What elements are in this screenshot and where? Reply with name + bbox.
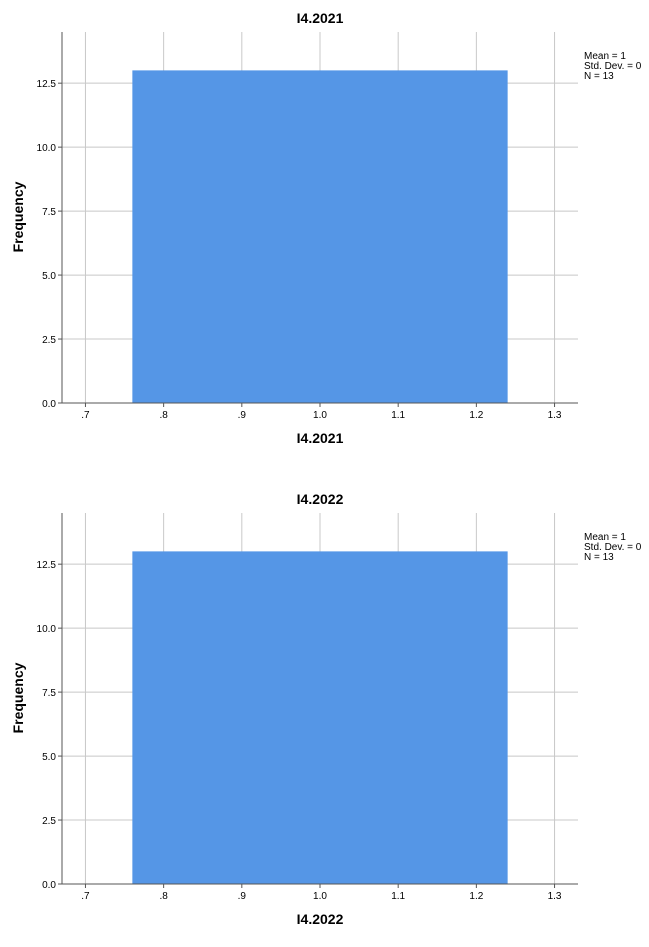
stats-n: N = 13 [584,552,614,563]
histogram-bar [132,70,508,404]
x-tick-label: 1.3 [548,891,562,902]
chart-title: I4.2022 [296,491,344,507]
x-tick-label: .9 [238,410,247,421]
y-tick-label: 12.5 [37,560,57,571]
x-tick-label: .9 [238,891,247,902]
x-tick-label: 1.0 [313,891,327,902]
y-tick-label: 0.0 [42,880,56,891]
y-tick-label: 7.5 [42,688,56,699]
histogram-chart-i4-2022: I4.2022 Frequency I4.2022 0.0 2.5 5.0 7.5 10… [0,481,649,947]
x-tick-label: .7 [81,410,90,421]
stats-std-dev: Std. Dev. = 0 [584,61,642,72]
stats-legend: Mean = 1 Std. Dev. = 0 N = 13 [584,52,641,82]
x-tick-label: 1.0 [313,410,327,421]
histogram-chart-i4-2021: I4.2021 Frequency I4.2021 0.0 2.5 5.0 7.5 10… [0,0,649,466]
stats-mean: Mean = 1 [584,51,626,62]
x-tick-label: .8 [159,410,168,421]
stats-mean: Mean = 1 [584,532,626,543]
plot-area: 0.0 2.5 5.0 7.5 10.0 12.5 .7 .8 .9 1.0 1.1 1.2 1.3 [37,513,578,902]
chart-title: I4.2021 [296,10,344,26]
x-axis-label: I4.2022 [296,911,344,927]
x-tick-label: 1.3 [548,410,562,421]
x-axis-label: I4.2021 [296,430,344,446]
stats-n: N = 13 [584,71,614,82]
y-tick-label: 10.0 [37,624,57,635]
y-tick-label: 12.5 [37,79,57,90]
histogram-bar [132,551,508,884]
stats-legend: Mean = 1 Std. Dev. = 0 N = 13 [584,533,641,563]
y-tick-label: 2.5 [42,335,56,346]
x-tick-label: 1.1 [391,891,405,902]
y-tick-label: 7.5 [42,207,56,218]
stats-std-dev: Std. Dev. = 0 [584,542,642,553]
plot-area: 0.0 2.5 5.0 7.5 10.0 12.5 .7 .8 .9 1.0 1.1 1.2 1.3 [37,32,578,421]
y-tick-label: 0.0 [42,399,56,410]
y-tick-label: 5.0 [42,271,56,282]
x-tick-label: .7 [81,891,90,902]
x-tick-label: 1.1 [391,410,405,421]
x-tick-label: .8 [159,891,168,902]
y-tick-label: 10.0 [37,143,57,154]
y-tick-label: 2.5 [42,816,56,827]
x-tick-label: 1.2 [469,891,483,902]
y-tick-label: 5.0 [42,752,56,763]
x-tick-label: 1.2 [469,410,483,421]
